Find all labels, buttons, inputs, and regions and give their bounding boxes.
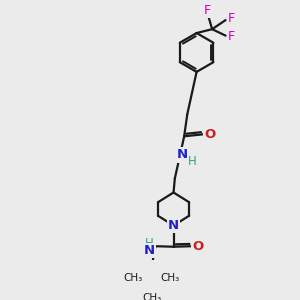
Text: N: N (168, 219, 179, 232)
Text: H: H (146, 237, 154, 250)
Text: CH₃: CH₃ (160, 273, 180, 283)
Text: N: N (176, 148, 188, 161)
Text: O: O (204, 128, 216, 141)
Text: F: F (228, 30, 235, 44)
Text: H: H (188, 155, 196, 168)
Text: CH₃: CH₃ (123, 273, 142, 283)
Text: N: N (144, 244, 155, 256)
Text: O: O (193, 240, 204, 253)
Text: F: F (203, 4, 211, 16)
Text: CH₃: CH₃ (142, 293, 161, 300)
Text: F: F (228, 12, 235, 25)
